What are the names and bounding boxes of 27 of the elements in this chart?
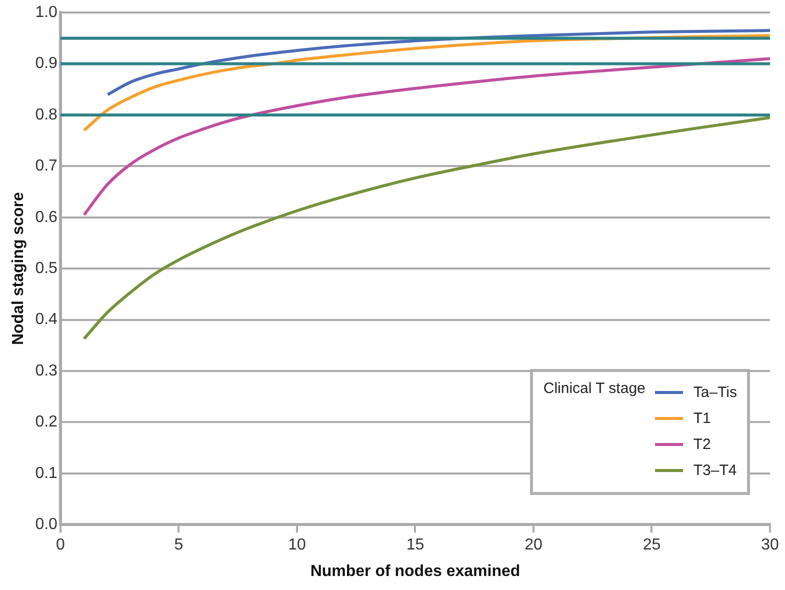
x-tick-label: 30 xyxy=(761,536,779,554)
x-tick-label: 20 xyxy=(524,536,542,554)
x-tick-label: 5 xyxy=(174,536,184,554)
x-tick-label: 10 xyxy=(288,536,306,554)
x-tick-label: 25 xyxy=(642,536,661,554)
y-tick-label: 0.9 xyxy=(35,55,58,72)
y-tick-label: 0.6 xyxy=(35,208,58,226)
legend-label: T3–T4 xyxy=(693,462,737,480)
y-tick-label: 0.2 xyxy=(35,414,58,431)
y-tick-label: 0.7 xyxy=(35,158,58,175)
x-tick-label: 15 xyxy=(406,536,424,554)
line-series xyxy=(82,57,770,216)
y-tick-label: 0.5 xyxy=(35,260,58,278)
y-tick-label: 0.4 xyxy=(35,311,58,328)
y-tick-label: 1.0 xyxy=(35,4,58,22)
x-axis-title: Number of nodes examined xyxy=(310,562,520,580)
y-tick-label: 0.0 xyxy=(35,516,58,534)
y-tick-label: 0.3 xyxy=(35,362,58,380)
y-tick-label: 0.1 xyxy=(35,464,58,482)
line-series xyxy=(82,116,770,340)
legend-label: T2 xyxy=(693,436,711,454)
legend-label: T1 xyxy=(693,410,711,428)
x-tick-label: 0 xyxy=(56,536,65,554)
y-axis-title: Nodal staging score xyxy=(10,192,28,346)
y-tick-label: 0.8 xyxy=(35,106,58,124)
legend-title: Clinical T stage xyxy=(543,380,646,399)
legend-label: Ta–Tis xyxy=(693,384,737,402)
